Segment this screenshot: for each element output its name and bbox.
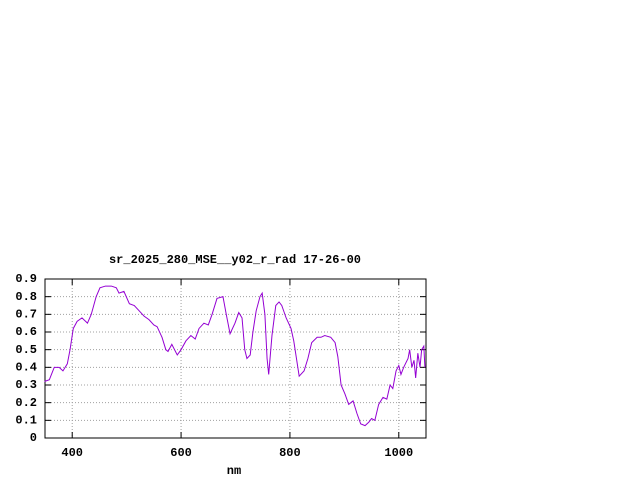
y-tick-label: 0.6: [15, 325, 37, 339]
x-tick-label: 600: [170, 446, 192, 460]
y-tick-label: 0.2: [15, 396, 37, 410]
x-tick-label: 400: [61, 446, 83, 460]
y-tick-label: 0.3: [15, 378, 37, 392]
y-tick-label: 0.1: [15, 414, 37, 428]
x-axis-label: nm: [227, 464, 241, 478]
data-line: [44, 285, 426, 427]
plot-border: [44, 278, 427, 439]
y-tick-label: 0.5: [15, 343, 37, 357]
x-tick-label: 800: [279, 446, 301, 460]
y-tick-label: 0: [30, 431, 37, 445]
x-tick-label: 1000: [384, 446, 413, 460]
y-tick-label: 0.4: [15, 361, 37, 375]
y-tick-label: 0.9: [15, 272, 37, 286]
y-tick-label: 0.8: [15, 290, 37, 304]
y-tick-label: 0.7: [15, 308, 37, 322]
chart-title: sr_2025_280_MSE__y02_r_rad 17-26-00: [109, 253, 361, 267]
